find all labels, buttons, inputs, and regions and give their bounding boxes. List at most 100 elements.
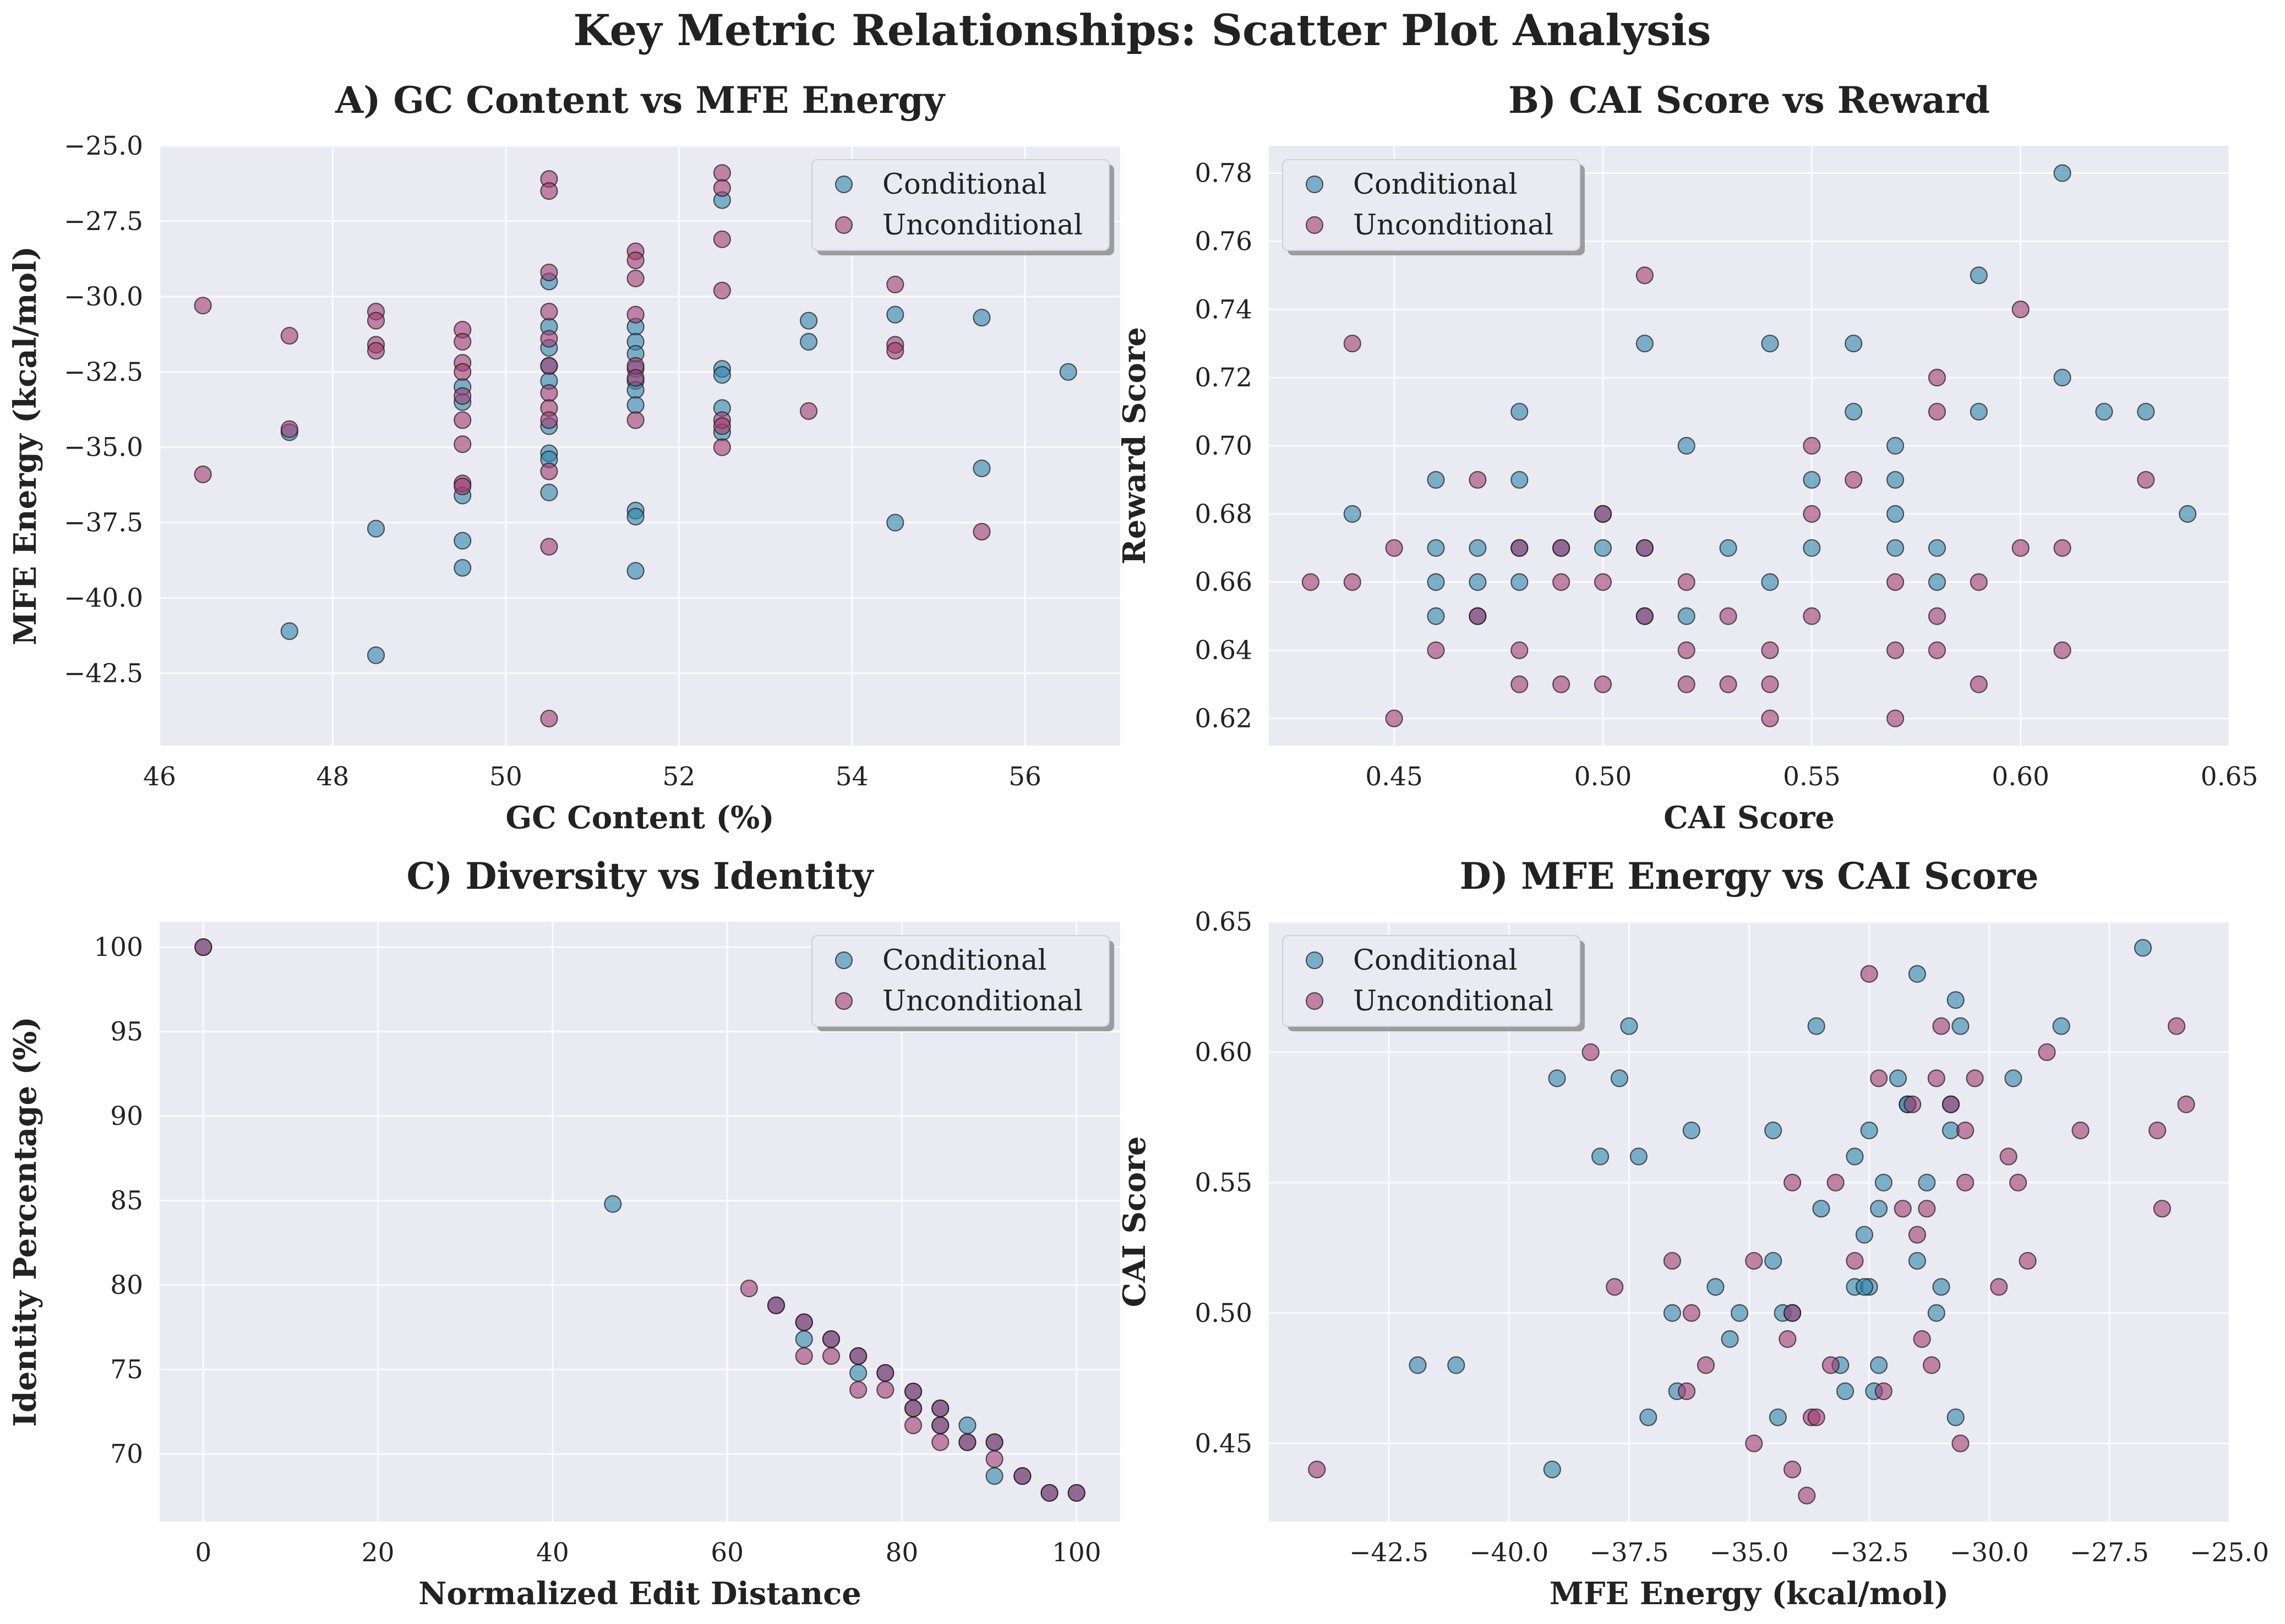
- x-tick-label: 48: [317, 762, 350, 792]
- data-point: [1836, 1382, 1855, 1401]
- data-point: [1706, 1278, 1725, 1296]
- data-point: [1783, 1461, 1802, 1479]
- y-tick-label: 0.65: [1195, 907, 1252, 937]
- legend-label: Unconditional: [1353, 209, 1553, 242]
- data-point: [454, 435, 472, 453]
- y-tick-label: 0.62: [1195, 703, 1252, 734]
- data-point: [1635, 607, 1654, 625]
- data-point: [2004, 1069, 2022, 1087]
- data-point: [1594, 505, 1612, 523]
- data-point: [2167, 1017, 2186, 1035]
- data-point: [1469, 471, 1487, 489]
- data-point: [2071, 1122, 2090, 1140]
- data-point: [454, 411, 472, 429]
- legend-box: [1282, 935, 1580, 1027]
- data-point: [194, 938, 212, 956]
- y-tick-label: 95: [110, 1017, 143, 1047]
- x-tick-label: 54: [836, 762, 869, 792]
- data-point: [1510, 539, 1529, 557]
- data-point: [540, 384, 558, 402]
- y-axis-label: CAI Score: [1116, 1136, 1153, 1308]
- data-point: [454, 332, 472, 351]
- y-tick-label: 0.72: [1195, 363, 1252, 393]
- data-point: [931, 1416, 950, 1435]
- data-point: [367, 311, 385, 330]
- series-unconditional: [194, 164, 991, 728]
- legend-label: Unconditional: [882, 985, 1083, 1018]
- data-point: [1886, 573, 1905, 591]
- y-tick-label: 0.60: [1195, 1037, 1252, 1068]
- y-tick-label: 0.78: [1195, 158, 1252, 189]
- data-point: [713, 179, 731, 197]
- data-point: [799, 311, 818, 330]
- data-point: [1308, 1461, 1326, 1479]
- data-point: [540, 483, 558, 501]
- data-point: [1908, 1251, 1926, 1270]
- data-point: [2134, 939, 2152, 957]
- data-point: [1040, 1484, 1059, 1502]
- panel-title: C) Diversity vs Identity: [406, 855, 874, 898]
- data-point: [626, 562, 645, 580]
- data-point: [194, 465, 212, 484]
- data-point: [1719, 675, 1737, 693]
- data-point: [1761, 573, 1779, 591]
- data-point: [1543, 1461, 1561, 1479]
- data-point: [1301, 573, 1319, 591]
- data-point: [2053, 369, 2071, 387]
- data-point: [1552, 573, 1570, 591]
- data-point: [1343, 505, 1361, 523]
- data-point: [540, 303, 558, 321]
- data-point: [1846, 1147, 1864, 1166]
- legend-label: Conditional: [1353, 944, 1518, 977]
- data-point: [958, 1433, 977, 1451]
- data-point: [1927, 1304, 1945, 1322]
- data-point: [886, 275, 904, 294]
- legend-label: Unconditional: [1353, 985, 1553, 1018]
- data-point: [1886, 539, 1905, 557]
- y-tick-label: −40.0: [64, 583, 143, 614]
- data-point: [1677, 641, 1695, 659]
- data-point: [540, 462, 558, 480]
- x-tick-label: 0.55: [1783, 762, 1841, 792]
- x-tick-label: 20: [362, 1538, 395, 1568]
- data-point: [2177, 1095, 2195, 1113]
- data-point: [1874, 1382, 1893, 1401]
- data-point: [822, 1330, 841, 1348]
- data-point: [1067, 1484, 1086, 1502]
- data-point: [713, 438, 731, 456]
- data-point: [2019, 1251, 2037, 1270]
- y-axis-label: Reward Score: [1116, 327, 1153, 565]
- data-point: [904, 1416, 923, 1435]
- y-tick-label: −25.0: [64, 131, 143, 161]
- data-point: [1803, 505, 1821, 523]
- legend-marker: [835, 216, 853, 234]
- data-point: [1927, 1069, 1945, 1087]
- data-point: [1635, 266, 1654, 285]
- data-point: [1764, 1122, 1782, 1140]
- data-point: [1928, 641, 1946, 659]
- y-tick-label: −37.5: [64, 508, 143, 538]
- data-point: [1946, 991, 1965, 1009]
- data-point: [1855, 1226, 1873, 1244]
- data-point: [876, 1381, 895, 1399]
- data-point: [1869, 1069, 1888, 1087]
- data-point: [1761, 641, 1779, 659]
- data-point: [849, 1381, 868, 1399]
- data-point: [1427, 539, 1445, 557]
- data-point: [1677, 675, 1695, 693]
- data-point: [904, 1382, 923, 1401]
- data-point: [454, 363, 472, 381]
- legend-box: [1282, 159, 1580, 251]
- data-point: [886, 305, 904, 324]
- data-point: [454, 387, 472, 405]
- data-point: [2011, 300, 2030, 319]
- data-point: [1059, 363, 1077, 381]
- data-point: [1942, 1095, 1960, 1113]
- y-tick-label: −30.0: [64, 282, 143, 312]
- y-tick-label: 0.55: [1195, 1168, 1252, 1198]
- data-point: [540, 411, 558, 429]
- data-point: [1385, 539, 1403, 557]
- series-unconditional: [194, 938, 1086, 1502]
